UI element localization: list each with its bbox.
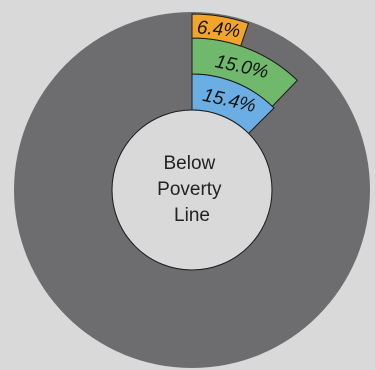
center-label: Below Poverty Line xyxy=(157,153,227,226)
slice-3 xyxy=(191,13,250,47)
center-label-line-2: Poverty xyxy=(157,179,222,200)
slice-label-3: 6.4% xyxy=(196,17,241,42)
center-label-line-3: Line xyxy=(174,205,210,226)
center-circle xyxy=(111,109,273,271)
center-label-line-1: Below xyxy=(163,153,215,174)
slices-layer xyxy=(191,13,298,135)
